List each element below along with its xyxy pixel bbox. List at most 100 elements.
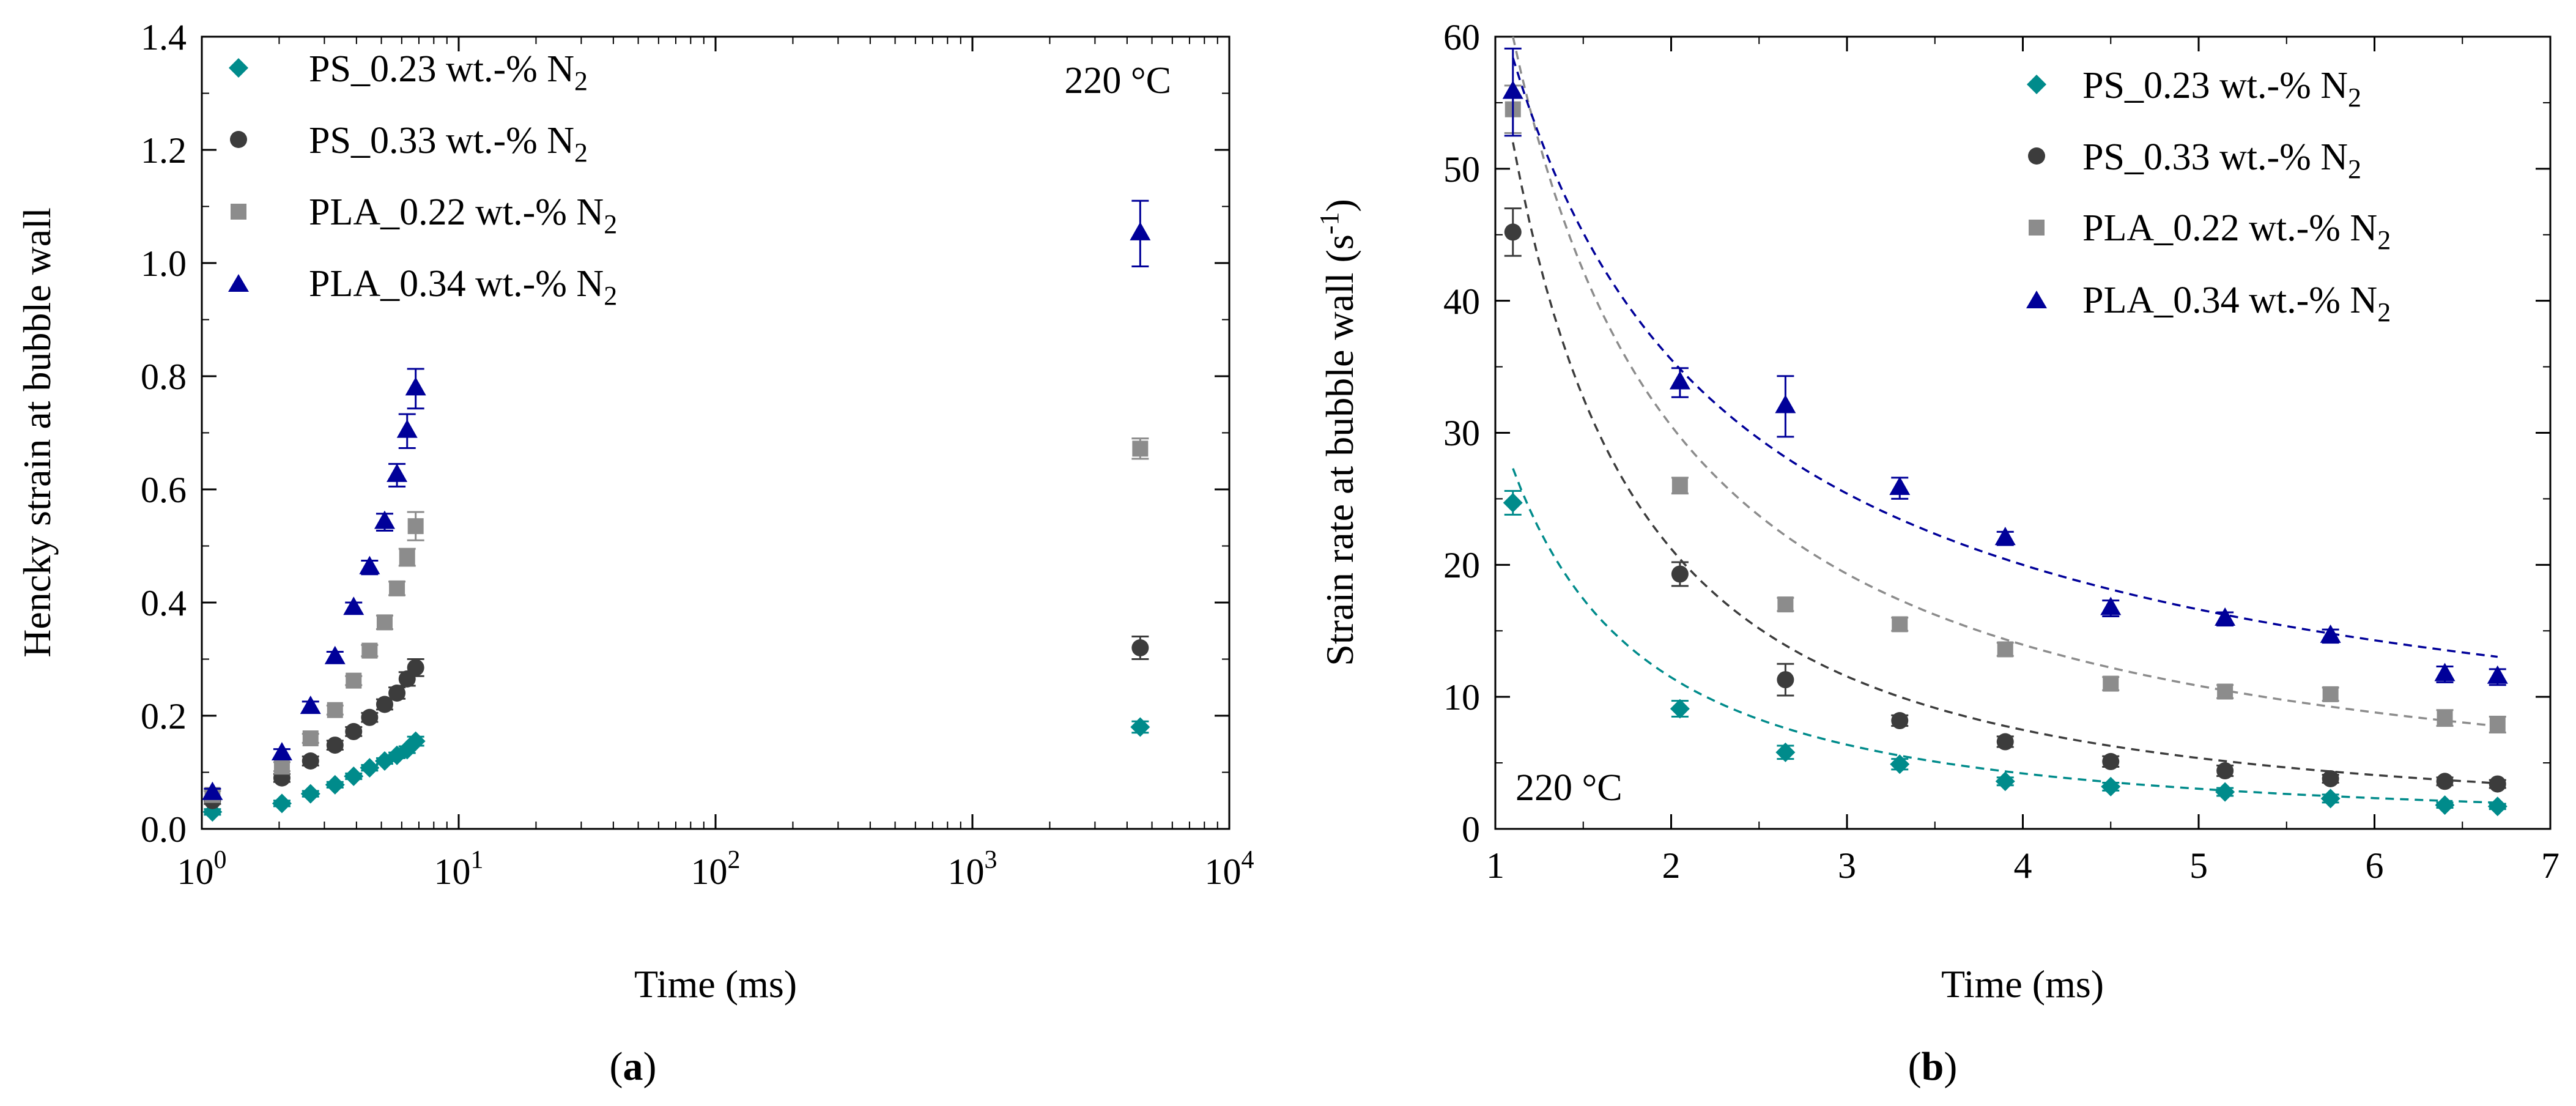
legend-entry-pla022: PLA_0.22 wt.-% N2 xyxy=(231,191,617,239)
legend-marker-diamond xyxy=(2027,75,2046,94)
data-point-triangle xyxy=(343,596,365,615)
data-point-diamond xyxy=(2215,782,2235,802)
series-pla022 xyxy=(204,437,1149,803)
data-point-triangle xyxy=(1669,371,1690,390)
data-point-diamond xyxy=(300,784,320,804)
data-point-square xyxy=(2103,675,2119,692)
data-point-square xyxy=(2217,683,2234,700)
y-tick-label: 30 xyxy=(1443,413,1480,453)
data-point-square xyxy=(1997,641,2013,658)
data-point-square xyxy=(273,759,290,775)
data-point-triangle xyxy=(396,419,418,438)
data-point-triangle xyxy=(2487,665,2508,684)
panel-b-temperature-annotation: 220 °C xyxy=(1516,767,1623,809)
x-tick-label: 5 xyxy=(2189,845,2208,886)
data-point-circle xyxy=(388,685,406,702)
legend-entry-ps023: PS_0.23 wt.-% N2 xyxy=(229,48,588,96)
panel-b-label: (b) xyxy=(1908,1044,1958,1089)
panel-a-x-tick-labels: 100 101 102 103 104 xyxy=(177,846,1254,892)
data-point-circle xyxy=(2102,752,2120,770)
x-tick-label: 2 xyxy=(1662,845,1681,886)
panel-b-legend: PS_0.23 wt.-% N2 PS_0.33 wt.-% N2 PLA_0.… xyxy=(2026,65,2391,327)
data-point-diamond xyxy=(405,731,426,751)
series-pla034 xyxy=(202,199,1151,800)
x-tick-label: 6 xyxy=(2366,845,2384,886)
series-pla022 xyxy=(1504,84,2506,733)
fit-curve-pla022 xyxy=(1512,36,2498,727)
x-tick-label: 1 xyxy=(1486,845,1505,886)
legend-marker-triangle xyxy=(2026,291,2047,308)
y-tick-label: 0.4 xyxy=(141,583,187,623)
panel-b-plot-frame xyxy=(1494,35,2552,830)
panel-a-series xyxy=(202,199,1151,822)
data-point-diamond xyxy=(325,774,345,795)
data-point-circle xyxy=(361,708,379,726)
legend-entry-ps023: PS_0.23 wt.-% N2 xyxy=(2027,65,2361,113)
data-point-circle xyxy=(326,737,344,754)
panel-b-y-axis-label: Strain rate at bubble wall (s-1) xyxy=(1314,199,1361,666)
legend-marker-triangle xyxy=(228,274,249,292)
data-point-diamond xyxy=(2487,796,2508,817)
y-tick-label: 1.0 xyxy=(141,243,187,284)
data-point-circle xyxy=(1996,733,2014,751)
legend-label: PLA_0.22 wt.-% N2 xyxy=(2082,207,2391,255)
data-point-triangle xyxy=(2215,607,2236,626)
data-point-circle xyxy=(2322,770,2339,787)
legend-label: PLA_0.34 wt.-% N2 xyxy=(2082,280,2391,327)
x-tick-label: 103 xyxy=(948,846,997,892)
panel-a-axis-ticks xyxy=(201,35,1231,830)
data-point-circle xyxy=(1671,565,1689,583)
data-point-square xyxy=(407,518,424,535)
panel-b-x-tick-labels: 1 2 3 4 5 6 7 xyxy=(1486,845,2559,886)
data-point-triangle xyxy=(1775,395,1796,414)
x-tick-label: 100 xyxy=(177,846,227,892)
panel-a-chart: 0.0 0.2 0.4 0.6 0.8 1.0 1.2 1.4 100 101 … xyxy=(15,17,1254,1089)
data-point-triangle xyxy=(271,741,292,760)
data-point-triangle xyxy=(300,696,321,714)
data-point-square xyxy=(1892,616,1908,633)
data-point-triangle xyxy=(1502,80,1523,99)
data-point-square xyxy=(2489,716,2506,733)
legend-entry-ps033: PS_0.33 wt.-% N2 xyxy=(230,120,588,168)
y-tick-label: 0.6 xyxy=(141,470,187,510)
data-point-triangle xyxy=(2320,624,2341,643)
data-point-diamond xyxy=(1670,699,1690,719)
data-point-triangle xyxy=(1130,221,1151,240)
data-point-square xyxy=(346,672,362,689)
legend-entry-pla022: PLA_0.22 wt.-% N2 xyxy=(2029,207,2391,255)
y-tick-label: 50 xyxy=(1443,149,1480,190)
x-tick-label: 102 xyxy=(691,846,741,892)
y-tick-label: 0.8 xyxy=(141,357,187,397)
data-point-diamond xyxy=(344,766,364,786)
y-tick-label: 1.2 xyxy=(141,130,187,171)
data-point-triangle xyxy=(405,377,426,396)
panel-b-axis-ticks xyxy=(1494,35,2552,830)
y-tick-label: 20 xyxy=(1443,545,1480,585)
data-point-triangle xyxy=(2434,662,2456,681)
legend-label: PLA_0.22 wt.-% N2 xyxy=(309,191,617,239)
panel-a-x-axis-label: Time (ms) xyxy=(634,962,797,1006)
legend-entry-pla034: PLA_0.34 wt.-% N2 xyxy=(2026,280,2391,327)
data-point-diamond xyxy=(2320,789,2341,809)
data-point-square xyxy=(399,549,415,565)
panel-a-legend: PS_0.23 wt.-% N2 PS_0.33 wt.-% N2 PLA_0.… xyxy=(228,48,617,311)
fit-curve-pla034 xyxy=(1512,57,2498,658)
x-tick-label: 3 xyxy=(1838,845,1856,886)
data-point-circle xyxy=(407,659,424,677)
data-point-circle xyxy=(1504,223,1522,241)
fit-curve-ps033 xyxy=(1512,142,2498,785)
data-point-triangle xyxy=(374,510,395,529)
data-point-diamond xyxy=(1775,742,1796,762)
y-tick-label: 0 xyxy=(1462,809,1480,850)
panel-b-fit-curves xyxy=(1512,36,2498,804)
data-point-triangle xyxy=(2100,596,2122,615)
data-point-square xyxy=(376,614,393,631)
data-point-triangle xyxy=(324,645,346,664)
data-point-diamond xyxy=(1130,717,1150,737)
x-tick-label: 4 xyxy=(2014,845,2032,886)
panel-a-temperature-annotation: 220 °C xyxy=(1064,60,1171,102)
panel-b-series xyxy=(1502,47,2508,817)
panel-a-y-axis-label: Hencky strain at bubble wall xyxy=(15,207,59,658)
data-point-triangle xyxy=(359,555,380,574)
